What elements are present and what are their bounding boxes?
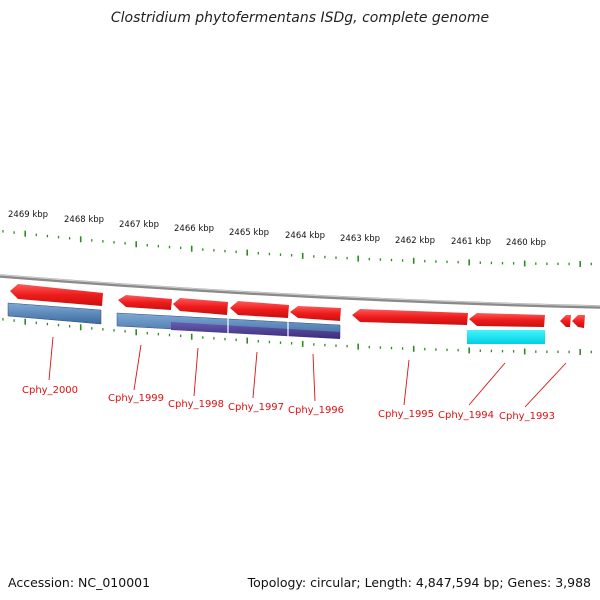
kbp-scale: 2469 kbp 2468 kbp 2467 kbp 2466 kbp 2465… [8, 210, 546, 248]
gene-label-cphy-1993[interactable]: Cphy_1993 [499, 411, 555, 422]
label-leaders [48, 336, 567, 408]
gene-label-cphy-1996[interactable]: Cphy_1996 [288, 405, 344, 416]
feature-bar-purple[interactable] [171, 322, 340, 339]
gene-label-cphy-2000[interactable]: Cphy_2000 [22, 385, 78, 396]
gene-labels: Cphy_2000 Cphy_1999 Cphy_1998 Cphy_1997 … [22, 385, 555, 422]
accession-text: Accession: NC_010001 [8, 575, 151, 590]
kbp-label: 2463 kbp [340, 234, 380, 244]
genome-backbone [0, 274, 600, 309]
gene-arrow-cphy-2000[interactable] [10, 284, 103, 306]
kbp-label: 2468 kbp [64, 215, 104, 225]
kbp-label: 2464 kbp [285, 231, 325, 241]
gene-arrow-cphy-1996[interactable] [290, 306, 341, 321]
kbp-label: 2465 kbp [229, 228, 269, 238]
tick-row-bottom [2, 318, 592, 355]
gene-arrow-cphy-1993-a[interactable] [560, 315, 571, 327]
gene-label-cphy-1999[interactable]: Cphy_1999 [108, 393, 164, 404]
kbp-label: 2469 kbp [8, 210, 48, 220]
gene-arrow-cphy-1994[interactable] [469, 313, 545, 327]
kbp-label: 2466 kbp [174, 224, 214, 234]
gene-label-cphy-1998[interactable]: Cphy_1998 [168, 399, 224, 410]
genome-summary-text: Topology: circular; Length: 4,847,594 bp… [247, 575, 591, 590]
kbp-label: 2462 kbp [395, 236, 435, 246]
kbp-label: 2461 kbp [451, 237, 491, 247]
feature-bars [7, 302, 545, 344]
kbp-label: 2460 kbp [506, 238, 546, 248]
gene-arrow-cphy-1999[interactable] [118, 295, 172, 310]
gene-label-cphy-1995[interactable]: Cphy_1995 [378, 409, 434, 420]
map-title: Clostridium phytofermentans ISDg, comple… [110, 10, 490, 26]
gene-arrows [10, 284, 585, 328]
gene-arrow-cphy-1993-b[interactable] [572, 315, 585, 328]
gene-label-cphy-1994[interactable]: Cphy_1994 [438, 410, 494, 421]
gene-arrow-cphy-1998[interactable] [173, 298, 228, 315]
gene-arrow-cphy-1997[interactable] [230, 301, 289, 318]
feature-bar-blue[interactable] [7, 302, 102, 325]
kbp-label: 2467 kbp [119, 220, 159, 230]
gene-arrow-cphy-1995[interactable] [352, 309, 468, 325]
genome-backbone-highlight [0, 274, 600, 307]
gene-label-cphy-1997[interactable]: Cphy_1997 [228, 402, 284, 413]
tick-row-top [2, 230, 592, 267]
feature-bar-cyan[interactable] [467, 330, 545, 344]
